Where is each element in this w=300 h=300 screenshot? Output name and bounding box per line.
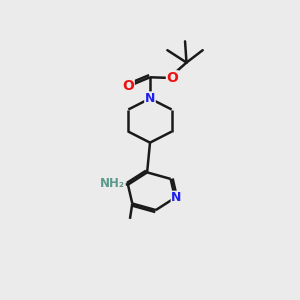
Text: N: N: [145, 92, 155, 105]
Text: O: O: [167, 71, 178, 85]
Text: N: N: [171, 191, 182, 204]
Text: NH₂: NH₂: [100, 177, 125, 190]
Text: O: O: [122, 79, 134, 93]
